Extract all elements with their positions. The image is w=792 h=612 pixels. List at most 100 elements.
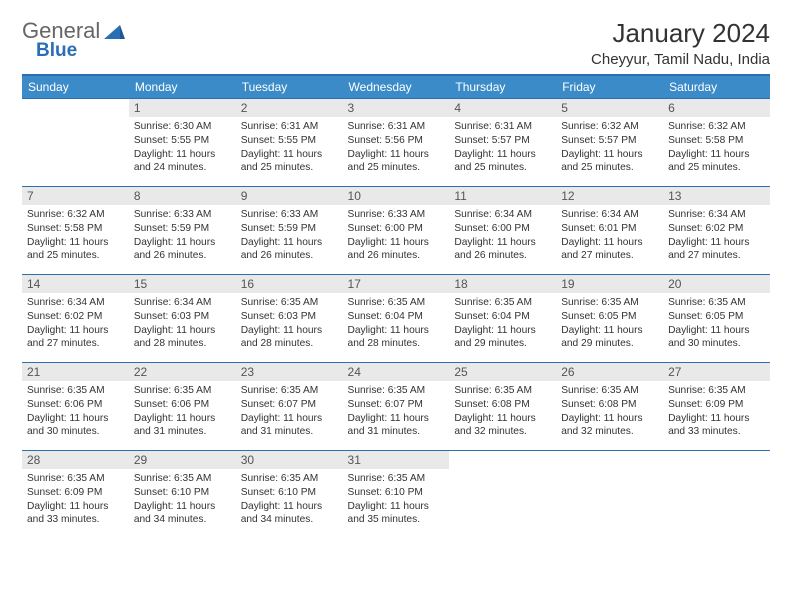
calendar-row: 7Sunrise: 6:32 AMSunset: 5:58 PMDaylight… (22, 187, 770, 275)
day-details: Sunrise: 6:35 AMSunset: 6:03 PMDaylight:… (236, 293, 343, 353)
day-details: Sunrise: 6:34 AMSunset: 6:02 PMDaylight:… (663, 205, 770, 265)
day-number: 15 (129, 275, 236, 293)
day-details: Sunrise: 6:35 AMSunset: 6:04 PMDaylight:… (449, 293, 556, 353)
calendar-day-cell: 17Sunrise: 6:35 AMSunset: 6:04 PMDayligh… (343, 275, 450, 363)
day-number: 20 (663, 275, 770, 293)
day-number: 24 (343, 363, 450, 381)
day-number: 10 (343, 187, 450, 205)
title-block: January 2024 Cheyyur, Tamil Nadu, India (591, 18, 770, 68)
day-details: Sunrise: 6:31 AMSunset: 5:57 PMDaylight:… (449, 117, 556, 177)
calendar-day-cell: 31Sunrise: 6:35 AMSunset: 6:10 PMDayligh… (343, 451, 450, 539)
day-number: 6 (663, 99, 770, 117)
calendar-day-cell: 13Sunrise: 6:34 AMSunset: 6:02 PMDayligh… (663, 187, 770, 275)
weekday-header: Tuesday (236, 75, 343, 99)
day-details: Sunrise: 6:34 AMSunset: 6:02 PMDaylight:… (22, 293, 129, 353)
location: Cheyyur, Tamil Nadu, India (591, 51, 770, 68)
day-details: Sunrise: 6:32 AMSunset: 5:57 PMDaylight:… (556, 117, 663, 177)
calendar-row: 21Sunrise: 6:35 AMSunset: 6:06 PMDayligh… (22, 363, 770, 451)
day-number: 16 (236, 275, 343, 293)
calendar-day-cell: 12Sunrise: 6:34 AMSunset: 6:01 PMDayligh… (556, 187, 663, 275)
day-number: 27 (663, 363, 770, 381)
day-number: 22 (129, 363, 236, 381)
day-details: Sunrise: 6:31 AMSunset: 5:56 PMDaylight:… (343, 117, 450, 177)
calendar-day-cell: 11Sunrise: 6:34 AMSunset: 6:00 PMDayligh… (449, 187, 556, 275)
day-number: 17 (343, 275, 450, 293)
day-details: Sunrise: 6:33 AMSunset: 5:59 PMDaylight:… (129, 205, 236, 265)
day-details: Sunrise: 6:35 AMSunset: 6:09 PMDaylight:… (22, 469, 129, 529)
day-details: Sunrise: 6:34 AMSunset: 6:03 PMDaylight:… (129, 293, 236, 353)
day-number: 1 (129, 99, 236, 117)
day-number: 5 (556, 99, 663, 117)
calendar-day-cell: 20Sunrise: 6:35 AMSunset: 6:05 PMDayligh… (663, 275, 770, 363)
day-details: Sunrise: 6:35 AMSunset: 6:05 PMDaylight:… (663, 293, 770, 353)
calendar-day-cell: 30Sunrise: 6:35 AMSunset: 6:10 PMDayligh… (236, 451, 343, 539)
calendar-day-cell: 6Sunrise: 6:32 AMSunset: 5:58 PMDaylight… (663, 99, 770, 187)
day-details: Sunrise: 6:35 AMSunset: 6:04 PMDaylight:… (343, 293, 450, 353)
calendar-day-cell: 19Sunrise: 6:35 AMSunset: 6:05 PMDayligh… (556, 275, 663, 363)
calendar-row: 1Sunrise: 6:30 AMSunset: 5:55 PMDaylight… (22, 99, 770, 187)
day-details: Sunrise: 6:35 AMSunset: 6:09 PMDaylight:… (663, 381, 770, 441)
day-number: 18 (449, 275, 556, 293)
calendar-day-cell: 14Sunrise: 6:34 AMSunset: 6:02 PMDayligh… (22, 275, 129, 363)
day-details: Sunrise: 6:35 AMSunset: 6:10 PMDaylight:… (236, 469, 343, 529)
calendar-table: SundayMondayTuesdayWednesdayThursdayFrid… (22, 74, 770, 539)
logo-icon (104, 22, 126, 40)
day-details: Sunrise: 6:35 AMSunset: 6:08 PMDaylight:… (449, 381, 556, 441)
calendar-row: 28Sunrise: 6:35 AMSunset: 6:09 PMDayligh… (22, 451, 770, 539)
weekday-header-row: SundayMondayTuesdayWednesdayThursdayFrid… (22, 75, 770, 99)
day-details: Sunrise: 6:35 AMSunset: 6:07 PMDaylight:… (343, 381, 450, 441)
month-title: January 2024 (591, 18, 770, 49)
day-number: 8 (129, 187, 236, 205)
day-number: 14 (22, 275, 129, 293)
calendar-empty-cell (22, 99, 129, 187)
page-header: General January 2024 Cheyyur, Tamil Nadu… (22, 18, 770, 68)
day-details: Sunrise: 6:34 AMSunset: 6:00 PMDaylight:… (449, 205, 556, 265)
calendar-day-cell: 9Sunrise: 6:33 AMSunset: 5:59 PMDaylight… (236, 187, 343, 275)
calendar-day-cell: 15Sunrise: 6:34 AMSunset: 6:03 PMDayligh… (129, 275, 236, 363)
day-details: Sunrise: 6:33 AMSunset: 6:00 PMDaylight:… (343, 205, 450, 265)
day-details: Sunrise: 6:35 AMSunset: 6:05 PMDaylight:… (556, 293, 663, 353)
day-details: Sunrise: 6:35 AMSunset: 6:07 PMDaylight:… (236, 381, 343, 441)
weekday-header: Monday (129, 75, 236, 99)
weekday-header: Thursday (449, 75, 556, 99)
calendar-day-cell: 7Sunrise: 6:32 AMSunset: 5:58 PMDaylight… (22, 187, 129, 275)
calendar-day-cell: 10Sunrise: 6:33 AMSunset: 6:00 PMDayligh… (343, 187, 450, 275)
day-details: Sunrise: 6:33 AMSunset: 5:59 PMDaylight:… (236, 205, 343, 265)
day-number: 4 (449, 99, 556, 117)
day-number: 23 (236, 363, 343, 381)
day-details: Sunrise: 6:35 AMSunset: 6:08 PMDaylight:… (556, 381, 663, 441)
calendar-empty-cell (449, 451, 556, 539)
day-details: Sunrise: 6:35 AMSunset: 6:10 PMDaylight:… (343, 469, 450, 529)
calendar-day-cell: 5Sunrise: 6:32 AMSunset: 5:57 PMDaylight… (556, 99, 663, 187)
calendar-empty-cell (663, 451, 770, 539)
day-number: 19 (556, 275, 663, 293)
calendar-day-cell: 29Sunrise: 6:35 AMSunset: 6:10 PMDayligh… (129, 451, 236, 539)
day-number: 13 (663, 187, 770, 205)
calendar-day-cell: 23Sunrise: 6:35 AMSunset: 6:07 PMDayligh… (236, 363, 343, 451)
day-number: 31 (343, 451, 450, 469)
day-number: 12 (556, 187, 663, 205)
day-number: 9 (236, 187, 343, 205)
calendar-day-cell: 26Sunrise: 6:35 AMSunset: 6:08 PMDayligh… (556, 363, 663, 451)
calendar-day-cell: 25Sunrise: 6:35 AMSunset: 6:08 PMDayligh… (449, 363, 556, 451)
calendar-day-cell: 22Sunrise: 6:35 AMSunset: 6:06 PMDayligh… (129, 363, 236, 451)
day-number: 26 (556, 363, 663, 381)
weekday-header: Saturday (663, 75, 770, 99)
day-details: Sunrise: 6:35 AMSunset: 6:10 PMDaylight:… (129, 469, 236, 529)
day-number: 2 (236, 99, 343, 117)
day-details: Sunrise: 6:35 AMSunset: 6:06 PMDaylight:… (129, 381, 236, 441)
calendar-empty-cell (556, 451, 663, 539)
day-details: Sunrise: 6:32 AMSunset: 5:58 PMDaylight:… (663, 117, 770, 177)
calendar-day-cell: 8Sunrise: 6:33 AMSunset: 5:59 PMDaylight… (129, 187, 236, 275)
calendar-day-cell: 2Sunrise: 6:31 AMSunset: 5:55 PMDaylight… (236, 99, 343, 187)
calendar-day-cell: 1Sunrise: 6:30 AMSunset: 5:55 PMDaylight… (129, 99, 236, 187)
calendar-day-cell: 3Sunrise: 6:31 AMSunset: 5:56 PMDaylight… (343, 99, 450, 187)
calendar-row: 14Sunrise: 6:34 AMSunset: 6:02 PMDayligh… (22, 275, 770, 363)
day-number: 7 (22, 187, 129, 205)
day-details: Sunrise: 6:30 AMSunset: 5:55 PMDaylight:… (129, 117, 236, 177)
day-number: 3 (343, 99, 450, 117)
day-number: 11 (449, 187, 556, 205)
calendar-day-cell: 18Sunrise: 6:35 AMSunset: 6:04 PMDayligh… (449, 275, 556, 363)
day-number: 30 (236, 451, 343, 469)
calendar-body: 1Sunrise: 6:30 AMSunset: 5:55 PMDaylight… (22, 99, 770, 539)
